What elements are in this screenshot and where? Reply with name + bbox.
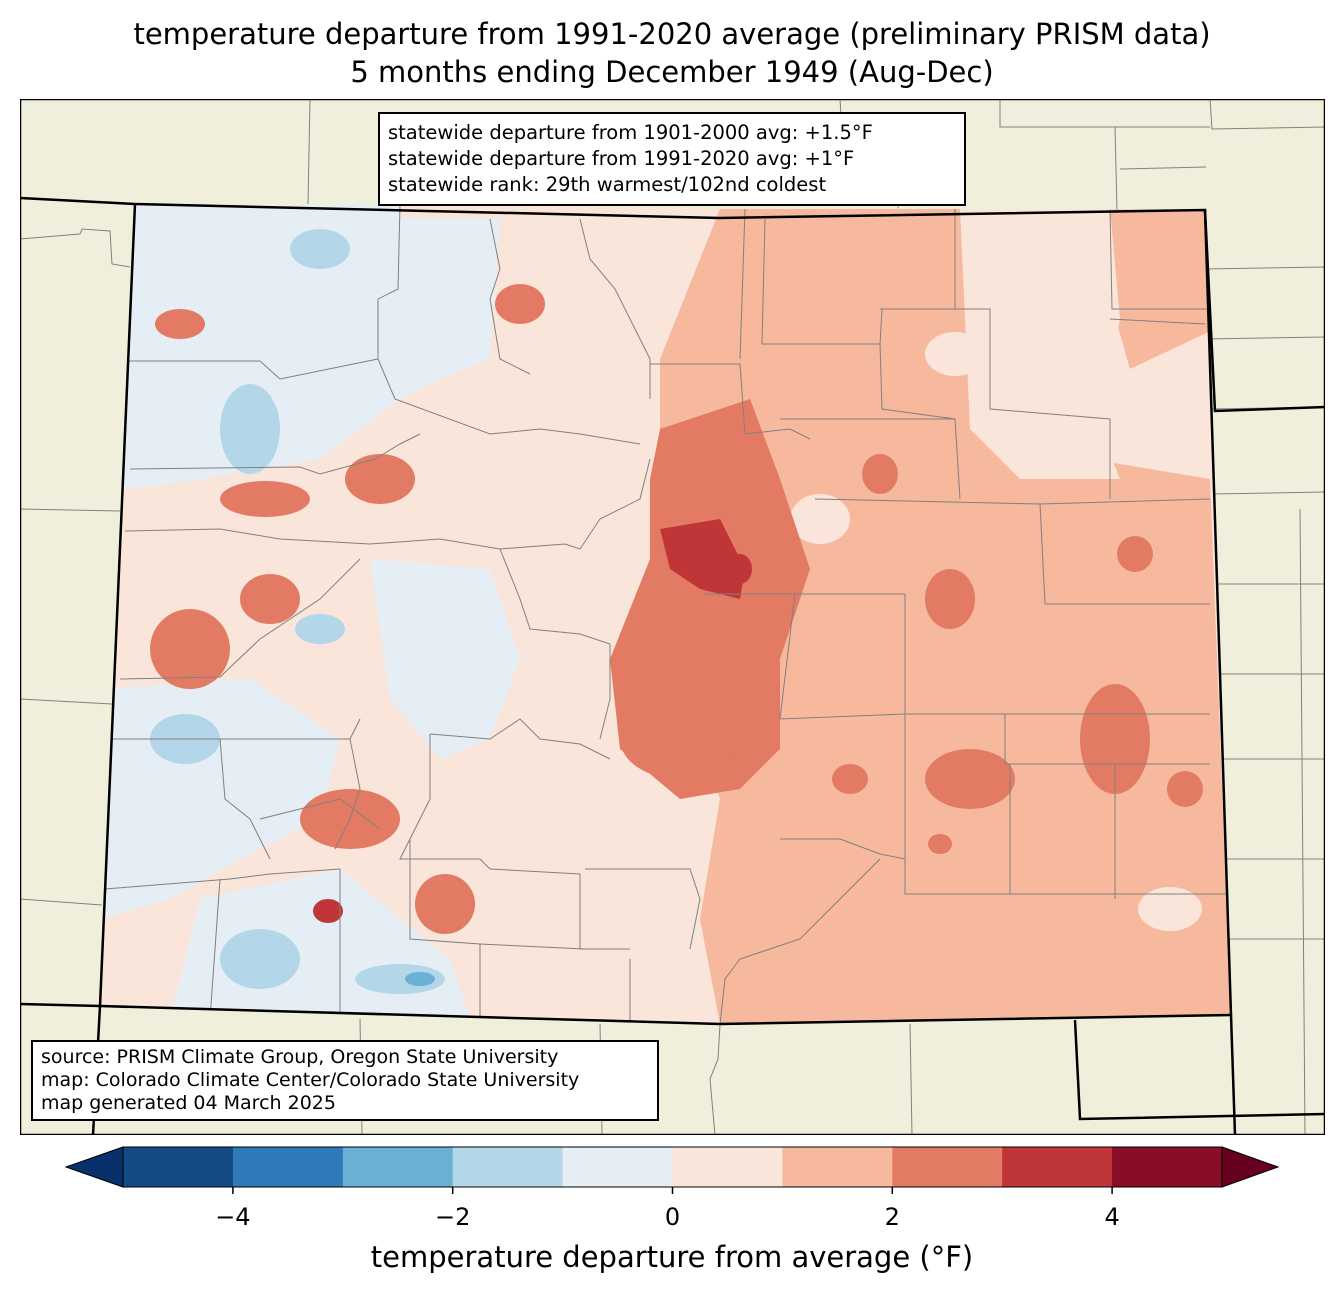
- statewide-rank: statewide rank: 29th warmest/102nd colde…: [388, 173, 827, 196]
- colorbar-tick-label: −2: [434, 1203, 471, 1231]
- colorbar-tick-label: 2: [884, 1203, 900, 1231]
- colorbar-tick-label: 4: [1104, 1203, 1120, 1231]
- colorado-county-lines: [104, 204, 1230, 1024]
- colorbar-bin: [232, 1147, 344, 1187]
- departure-1991-2020: statewide departure from 1991-2020 avg: …: [388, 147, 855, 170]
- source-line: source: PRISM Climate Group, Oregon Stat…: [41, 1046, 559, 1068]
- colorbar-bin: [1002, 1147, 1113, 1187]
- map-subtitle: 5 months ending December 1949 (Aug-Dec): [350, 55, 994, 89]
- departure-1901-2000: statewide departure from 1901-2000 avg: …: [388, 121, 873, 144]
- colorbar: [64, 1146, 1280, 1194]
- colorbar-bin: [452, 1147, 564, 1187]
- colorbar-over-extend: [1221, 1146, 1280, 1188]
- map-credit-line: map: Colorado Climate Center/Colorado St…: [41, 1069, 580, 1091]
- colorbar-bin: [782, 1147, 893, 1187]
- colorado-temperature-map: [20, 99, 1325, 1135]
- colorbar-bin: [342, 1147, 454, 1187]
- colorbar-bin: [1112, 1147, 1223, 1187]
- colorbar-bin: [562, 1147, 673, 1187]
- colorbar-tick-label: −4: [215, 1203, 251, 1231]
- colorbar-tick-label: 0: [664, 1203, 681, 1231]
- map-title: temperature departure from 1991-2020 ave…: [133, 17, 1211, 51]
- state-boundaries: [20, 196, 1325, 1135]
- colorbar-bin: [672, 1147, 783, 1187]
- temperature-field: [100, 204, 1231, 1024]
- generated-date-line: map generated 04 March 2025: [41, 1092, 336, 1114]
- map-frame: [20, 99, 1325, 1135]
- colorbar-under-extend: [64, 1146, 124, 1188]
- colorbar-bin: [123, 1147, 234, 1187]
- colorbar-bin: [892, 1147, 1003, 1187]
- colorbar-label: temperature departure from average (°F): [370, 1240, 974, 1274]
- statewide-stats-box: statewide departure from 1901-2000 avg: …: [378, 112, 966, 206]
- source-box: source: PRISM Climate Group, Oregon Stat…: [31, 1040, 659, 1121]
